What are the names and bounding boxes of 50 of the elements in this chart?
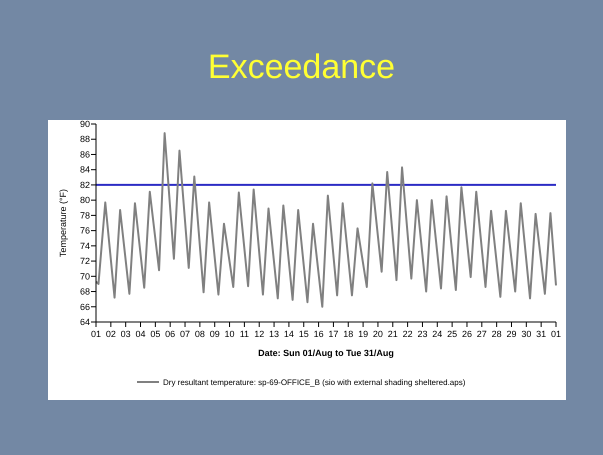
y-tick-label: 66 [80,302,90,312]
x-tick-label: 11 [240,329,250,339]
y-tick-label: 86 [80,149,90,160]
y-tick-label: 88 [80,134,90,144]
x-tick-label: 10 [224,329,235,339]
x-tick-label: 03 [120,329,131,339]
x-tick-label: 29 [506,329,516,339]
x-tick-label: 08 [194,329,205,339]
legend-label: Dry resultant temperature: sp-69-OFFICE_B (sio with external shading sheltered.aps) [163,378,466,387]
x-tick-label: 02 [106,329,116,339]
x-tick-label: 31 [536,329,546,339]
x-tick-label: 13 [269,329,280,339]
y-tick-label: 70 [80,271,90,282]
y-tick-label: 64 [80,317,90,327]
x-tick-label: 05 [150,329,160,339]
y-tick-label: 80 [80,195,90,206]
y-axis-title: Temperature (°F) [58,188,68,258]
x-tick-label: 21 [388,329,398,339]
x-tick-label: 07 [180,329,190,339]
x-tick-label: 06 [165,329,176,339]
y-tick-label: 82 [80,180,90,190]
x-tick-label: 22 [402,329,413,339]
x-tick-label: 01 [90,329,102,339]
x-tick-label: 27 [476,329,487,339]
x-tick-label: 25 [447,329,458,339]
x-tick-label: 01 [550,329,562,339]
x-tick-label: 24 [432,329,442,339]
x-tick-label: 14 [284,329,294,339]
x-tick-label: 28 [492,329,502,339]
x-tick-label: 26 [462,329,472,339]
y-tick-label: 72 [80,256,90,266]
x-axis-title: Date: Sun 01/Aug to Tue 31/Aug [258,348,394,358]
y-tick-label: 78 [80,210,90,220]
x-tick-label: 12 [254,329,264,339]
x-tick-label: 17 [328,329,338,339]
x-tick-label: 04 [136,329,146,339]
y-tick-label: 68 [80,286,90,297]
x-tick-label: 20 [372,329,383,339]
y-tick-label: 76 [80,226,90,236]
x-tick-label: 23 [417,329,428,339]
x-tick-label: 19 [358,329,368,339]
x-tick-label: 16 [314,329,324,339]
x-tick-label: 18 [343,329,354,339]
x-tick-label: 30 [521,329,532,339]
x-tick-label: 15 [298,329,309,339]
y-tick-label: 90 [80,119,90,129]
y-tick-label: 84 [80,164,90,175]
y-tick-label: 74 [80,240,90,251]
x-tick-label: 09 [210,329,220,339]
chart-title: Exceedance [208,48,396,86]
